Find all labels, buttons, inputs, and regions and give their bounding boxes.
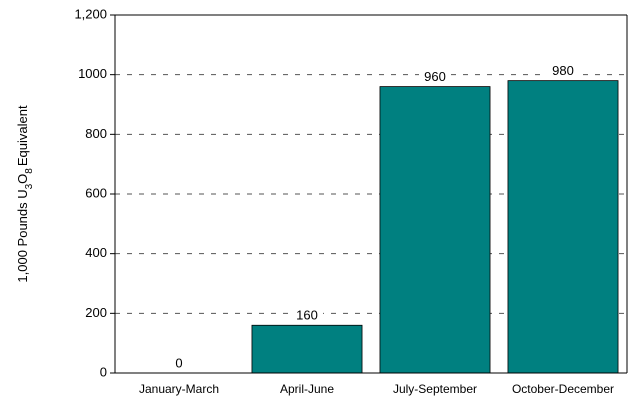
y-tick-label: 400 (85, 245, 107, 260)
value-label: 0 (175, 355, 182, 370)
value-label-bg (547, 63, 579, 79)
y-tick-label: 0 (100, 364, 107, 379)
bar (379, 86, 491, 374)
y-axis-label: 1,000 Pounds U3O8 Equivalent (15, 105, 34, 283)
y-tick-label: 200 (85, 305, 107, 320)
bar (507, 80, 619, 374)
x-tick-label: July-September (393, 382, 477, 396)
value-label-bg (419, 69, 451, 85)
x-tick-label: October-December (512, 382, 614, 396)
y-tick-label: 600 (85, 185, 107, 200)
y-label-part: 1,000 Pounds U (15, 189, 30, 282)
x-tick-label: January-March (139, 382, 219, 396)
y-label-part: Equivalent (15, 105, 30, 166)
y-tick-label: 1000 (78, 66, 107, 81)
y-label-sub: 8 (24, 168, 35, 174)
value-label: 960 (424, 69, 446, 84)
bar (251, 324, 363, 374)
y-label-part: O (15, 174, 30, 184)
y-tick-label: 800 (85, 126, 107, 141)
value-label: 160 (296, 308, 318, 323)
value-label-bg (163, 356, 195, 371)
value-label: 980 (552, 63, 574, 78)
y-tick-label: 1,200 (74, 6, 107, 21)
x-tick-label: April-June (280, 382, 334, 396)
y-label-sub: 3 (24, 183, 35, 189)
value-label-bg (291, 308, 323, 324)
